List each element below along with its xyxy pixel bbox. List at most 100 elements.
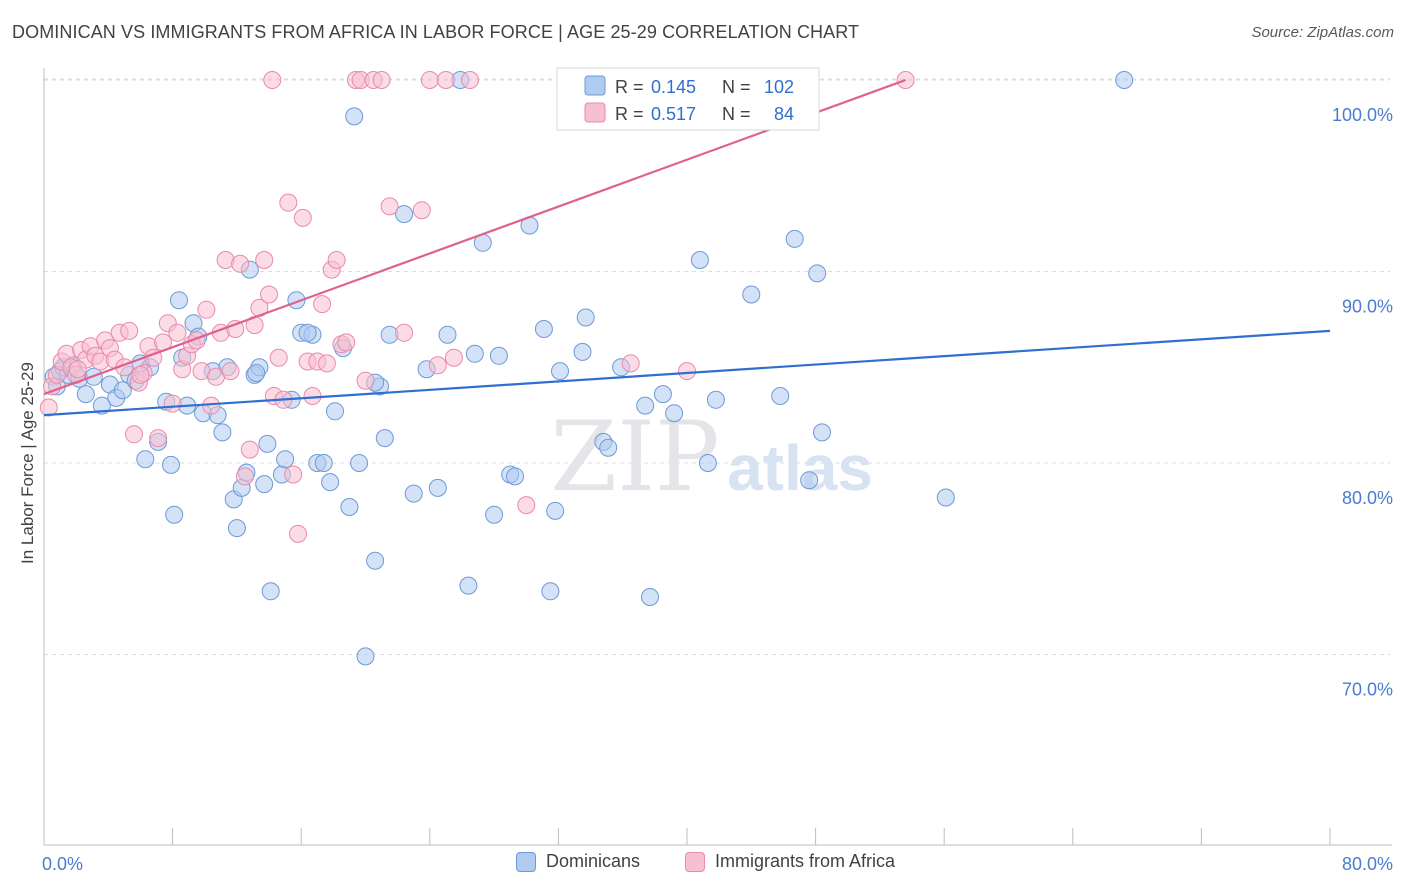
point-africa — [279, 193, 298, 212]
point-dominicans — [742, 285, 761, 304]
point-dominicans — [808, 264, 827, 283]
point-dominicans — [551, 362, 569, 381]
point-dominicans — [162, 455, 180, 474]
point-africa — [317, 354, 336, 373]
point-africa — [327, 251, 346, 269]
point-dominicans — [489, 346, 508, 365]
point-dominicans — [255, 475, 274, 494]
point-dominicans — [800, 471, 819, 490]
point-africa — [395, 323, 414, 342]
chart-source: Source: ZipAtlas.com — [1251, 24, 1394, 41]
bottom-legend: Dominicans Immigrants from Africa — [0, 851, 1406, 879]
point-dominicans — [92, 396, 111, 415]
stats-n-label-africa: N = — [722, 104, 751, 124]
point-africa — [163, 394, 182, 413]
trend-line-dominicans — [43, 329, 1331, 417]
legend-label-africa: Immigrants from Africa — [715, 851, 896, 871]
point-dominicans — [350, 454, 369, 472]
point-africa — [303, 387, 322, 405]
watermark-atlas: atlas — [727, 432, 873, 504]
point-dominicans — [690, 251, 709, 269]
point-dominicans — [813, 423, 831, 442]
point-dominicans — [375, 429, 394, 448]
point-dominicans — [534, 320, 553, 338]
x-tick-label-max: 80.0% — [1342, 854, 1393, 874]
point-africa — [372, 71, 391, 89]
legend-item-dominicans[interactable]: Dominicans — [516, 851, 640, 872]
point-dominicans — [576, 308, 595, 327]
tick-labels: 70.0% 80.0% 90.0% 100.0% 0.0% 80.0% — [42, 105, 1393, 874]
series-immigrants-from-africa — [39, 71, 915, 543]
point-africa — [260, 285, 278, 304]
watermark: ZIP atlas — [550, 401, 873, 513]
point-dominicans — [170, 291, 188, 310]
point-dominicans — [113, 381, 132, 400]
point-dominicans — [599, 438, 618, 457]
point-africa — [235, 467, 254, 486]
trend-lines — [43, 78, 1331, 417]
stats-r-value-africa: 0.517 — [651, 104, 696, 124]
y-tick-label: 100.0% — [1332, 105, 1393, 125]
point-dominicans — [541, 582, 560, 601]
stats-r-label-africa: R = — [615, 104, 644, 124]
point-dominicans — [395, 205, 414, 224]
legend-item-africa[interactable]: Immigrants from Africa — [685, 851, 895, 872]
point-africa — [420, 71, 439, 89]
point-dominicans — [573, 342, 592, 361]
point-dominicans — [345, 107, 364, 126]
point-africa — [461, 71, 479, 89]
axes — [43, 68, 1392, 846]
legend-label-dominicans: Dominicans — [546, 851, 641, 871]
point-dominicans — [136, 450, 155, 469]
point-africa — [68, 360, 87, 379]
point-africa — [428, 356, 447, 375]
point-dominicans — [314, 454, 333, 472]
y-tick-label: 80.0% — [1342, 488, 1393, 508]
point-africa — [621, 354, 640, 373]
x-tick-label-min: 0.0% — [42, 854, 83, 874]
point-dominicans — [785, 229, 804, 248]
point-dominicans — [428, 478, 447, 497]
point-africa — [197, 300, 216, 319]
point-africa — [125, 425, 143, 444]
point-africa — [293, 208, 312, 227]
grid — [44, 78, 1390, 655]
point-africa — [240, 440, 259, 459]
point-dominicans — [771, 387, 790, 405]
y-tick-label: 70.0% — [1342, 680, 1393, 700]
point-africa — [168, 323, 187, 342]
point-africa — [678, 362, 696, 381]
stats-legend: R = 0.145 N = 102 R = 0.517 N = 84 — [556, 67, 820, 131]
point-dominicans — [438, 325, 457, 344]
point-africa — [356, 371, 375, 390]
point-dominicans — [356, 647, 375, 666]
point-dominicans — [506, 467, 524, 486]
point-dominicans — [636, 396, 655, 415]
watermark-zip: ZIP — [550, 401, 719, 513]
point-dominicans — [321, 473, 340, 492]
point-dominicans — [698, 454, 717, 472]
y-axis-label: In Labor Force | Age 25-29 — [18, 362, 37, 564]
point-africa — [255, 251, 274, 269]
point-africa — [131, 365, 150, 384]
point-africa — [120, 321, 139, 340]
stats-n-value-dominicans: 102 — [764, 77, 794, 97]
point-dominicans — [247, 364, 266, 382]
point-dominicans — [366, 551, 385, 570]
point-africa — [231, 254, 250, 273]
point-dominicans — [485, 505, 504, 524]
point-africa — [412, 201, 431, 220]
y-tick-label: 90.0% — [1342, 297, 1393, 317]
point-africa — [517, 496, 536, 515]
point-dominicans — [546, 501, 565, 520]
point-africa — [284, 465, 303, 484]
point-dominicans — [76, 385, 95, 404]
point-dominicans — [276, 450, 295, 469]
point-africa — [263, 71, 282, 89]
point-dominicans — [706, 390, 725, 409]
stats-r-value-dominicans: 0.145 — [651, 77, 696, 97]
trend-line-africa — [43, 78, 906, 396]
point-africa — [436, 71, 455, 89]
legend-swatch-dominicans — [516, 851, 536, 872]
